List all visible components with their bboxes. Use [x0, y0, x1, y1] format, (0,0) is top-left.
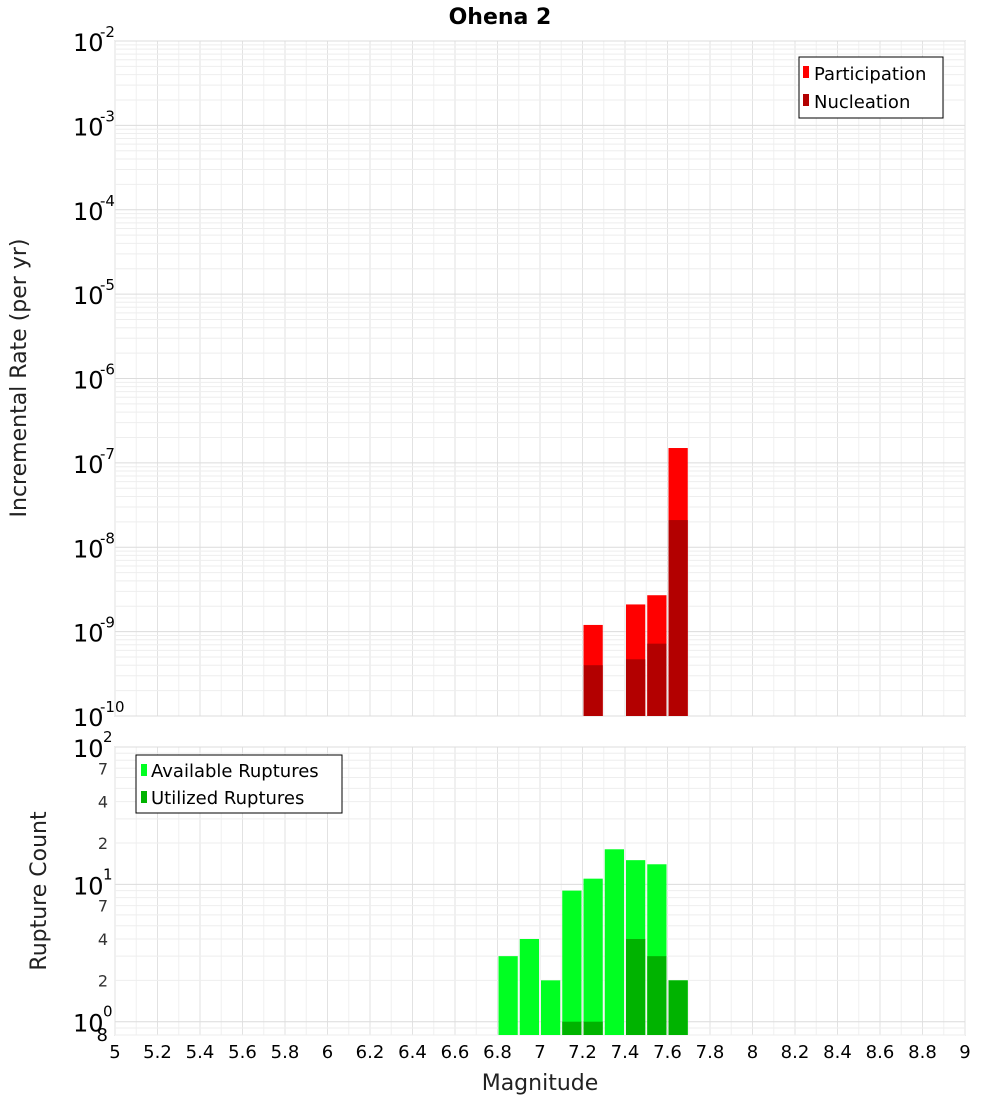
top-y-tick-label: 10: [73, 535, 104, 563]
legend-swatch-participation: [803, 66, 809, 78]
x-tick-label: 5.6: [228, 1042, 257, 1063]
bottom-y-tick-exponent: 2: [103, 728, 113, 746]
top-y-tick-label: 10: [73, 113, 104, 141]
top-y-tick-exponent: -2: [100, 23, 115, 41]
top-y-tick-label: 10: [73, 704, 104, 732]
x-tick-label: 8.8: [908, 1042, 937, 1063]
top-y-tick-label: 10: [73, 451, 104, 479]
legend-swatch-available-ruptures: [141, 764, 147, 776]
x-tick-label: 6.4: [398, 1042, 427, 1063]
bottom-y-axis-title: Rupture Count: [27, 811, 52, 971]
x-tick-label: 7.2: [568, 1042, 597, 1063]
x-tick-label: 7.4: [611, 1042, 640, 1063]
top-y-tick-label: 10: [73, 367, 104, 395]
top-y-axis-title: Incremental Rate (per yr): [7, 239, 32, 518]
bar-nucleation-7.55: [647, 643, 667, 716]
bar-nucleation-7.25: [583, 665, 603, 716]
x-tick-label: 8.6: [866, 1042, 895, 1063]
x-tick-label: 7.8: [696, 1042, 725, 1063]
top-y-tick-label: 10: [73, 282, 104, 310]
bar-available-ruptures-7.15: [562, 890, 582, 1035]
bottom-y-tick-label: 10: [73, 872, 104, 900]
x-tick-label: 5.8: [271, 1042, 300, 1063]
legend-swatch-utilized-ruptures: [141, 791, 147, 803]
x-tick-label: 5: [109, 1042, 120, 1063]
bottom-y-minor-tick-label: 7: [98, 897, 108, 916]
bar-nucleation-7.45: [626, 659, 646, 716]
x-tick-label: 6: [322, 1042, 333, 1063]
top-y-tick-exponent: -8: [100, 529, 115, 547]
bottom-y-tick-exponent: 0: [103, 1003, 113, 1021]
bottom-legend: Available Ruptures Utilized Ruptures: [135, 754, 343, 814]
bottom-y-minor-tick-label: 2: [98, 834, 108, 853]
top-y-tick-exponent: -3: [100, 107, 115, 125]
top-y-tick-label: 10: [73, 29, 104, 57]
top-y-tick-exponent: -7: [100, 445, 115, 463]
x-tick-label: 8.2: [781, 1042, 810, 1063]
legend-label-utilized-ruptures: Utilized Ruptures: [151, 788, 304, 809]
bottom-y-tick-label: 10: [73, 1010, 104, 1038]
bottom-y-minor-tick-label: 4: [98, 930, 108, 949]
bottom-y-minor-tick-label: 4: [98, 793, 108, 812]
legend-label-participation: Participation: [814, 64, 926, 85]
x-tick-label: 6.8: [483, 1042, 512, 1063]
legend-label-nucleation: Nucleation: [814, 92, 910, 113]
top-legend: Participation Nucleation: [798, 56, 944, 119]
bottom-y-minor-tick-label: 2: [98, 971, 108, 990]
bottom-y-minor-tick-label: 8: [97, 1025, 108, 1046]
top-y-tick-exponent: -9: [100, 614, 115, 632]
bar-nucleation-7.65: [668, 520, 688, 716]
top-y-tick-label: 10: [73, 198, 104, 226]
top-y-tick-label: 10: [73, 620, 104, 648]
bar-available-ruptures-6.95: [519, 939, 539, 1035]
bar-available-ruptures-7.25: [583, 878, 603, 1035]
x-tick-label: 8: [747, 1042, 758, 1063]
bar-available-ruptures-7.35: [604, 849, 624, 1035]
bottom-y-tick-label: 10: [73, 735, 104, 763]
bar-available-ruptures-7.05: [541, 980, 561, 1035]
chart-title: Ohena 2: [449, 5, 552, 30]
bar-utilized-ruptures-7.55: [647, 956, 667, 1035]
bar-utilized-ruptures-7.25: [583, 1021, 603, 1035]
x-tick-label: 5.4: [186, 1042, 215, 1063]
x-tick-label: 6.6: [441, 1042, 470, 1063]
legend-label-available-ruptures: Available Ruptures: [151, 761, 319, 782]
x-tick-label: 7: [534, 1042, 545, 1063]
bar-available-ruptures-6.85: [498, 956, 518, 1035]
x-tick-label: 5.2: [143, 1042, 172, 1063]
bar-utilized-ruptures-7.45: [626, 939, 646, 1035]
bottom-y-minor-tick-label: 7: [98, 759, 108, 778]
bottom-y-tick-exponent: 1: [103, 865, 113, 883]
bar-utilized-ruptures-7.15: [562, 1021, 582, 1035]
top-y-tick-exponent: -4: [100, 192, 115, 210]
top-y-tick-exponent: -5: [100, 276, 115, 294]
x-tick-label: 9: [959, 1042, 970, 1063]
x-tick-label: 6.2: [356, 1042, 385, 1063]
x-tick-label: 8.4: [823, 1042, 852, 1063]
bar-utilized-ruptures-7.65: [668, 980, 688, 1035]
top-y-tick-exponent: -6: [100, 361, 115, 379]
legend-swatch-nucleation: [803, 94, 809, 106]
top-y-tick-exponent: -10: [100, 698, 125, 716]
x-axis-title: Magnitude: [482, 1071, 599, 1096]
x-tick-label: 7.6: [653, 1042, 682, 1063]
